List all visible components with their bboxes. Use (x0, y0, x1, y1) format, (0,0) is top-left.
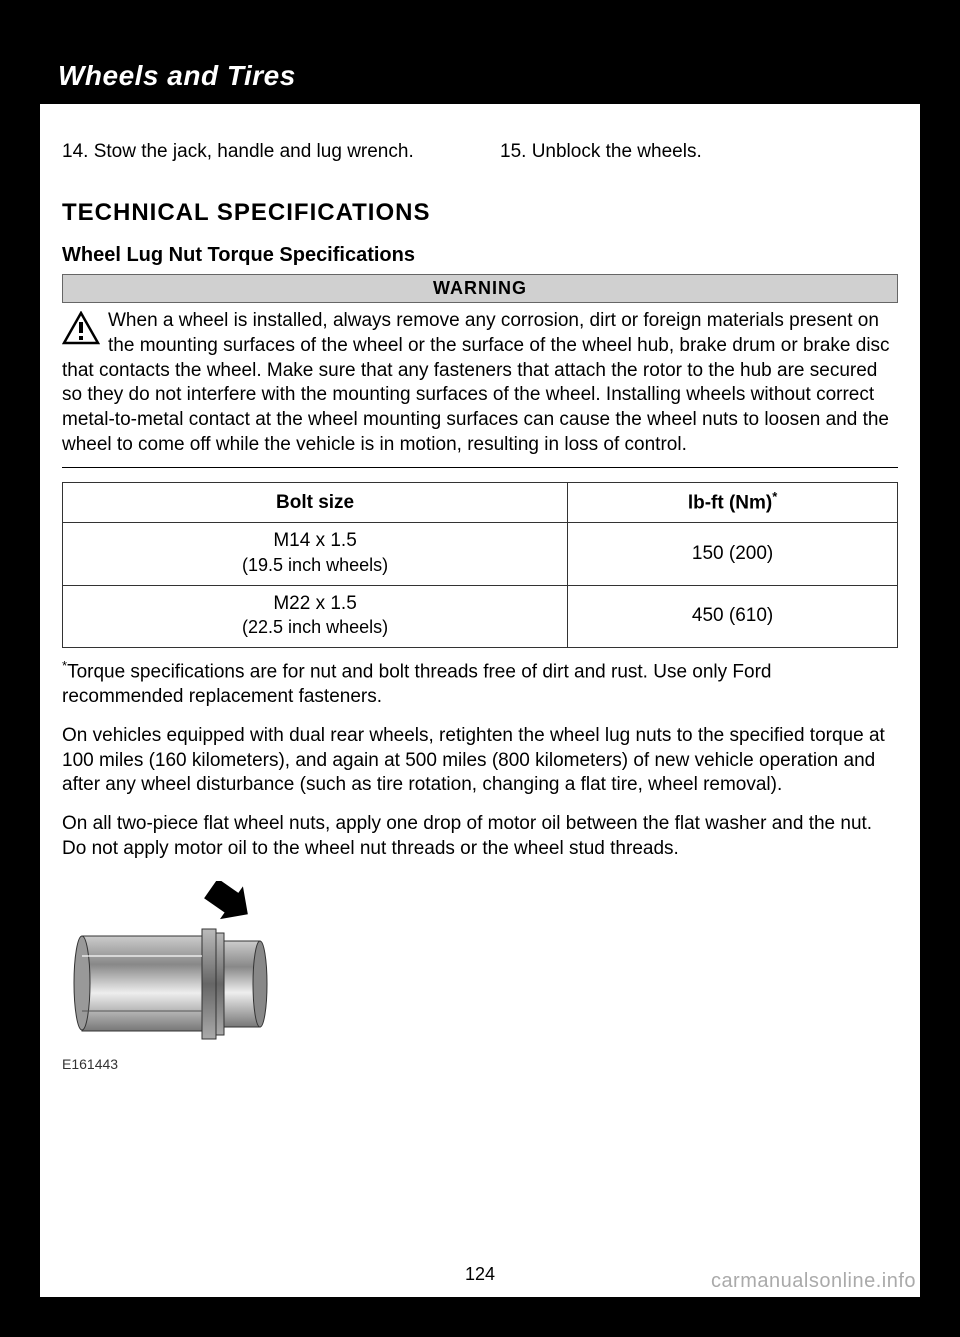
warning-triangle-icon (62, 311, 100, 345)
content-area: 14. Stow the jack, handle and lug wrench… (40, 112, 920, 1297)
footnote-star: * (772, 489, 777, 504)
step-14: 14. Stow the jack, handle and lug wrench… (62, 140, 460, 165)
step-15: 15. Unblock the wheels. (500, 140, 898, 165)
col-torque: lb-ft (Nm)* (568, 483, 898, 523)
warning-body: When a wheel is installed, always remove… (62, 303, 898, 468)
table-row: M22 x 1.5 (22.5 inch wheels) 450 (610) (63, 585, 898, 647)
col-bolt-size: Bolt size (63, 483, 568, 523)
warning-text: When a wheel is installed, always remove… (62, 310, 890, 454)
table-header-row: Bolt size lb-ft (Nm)* (63, 483, 898, 523)
torque-spec-table: Bolt size lb-ft (Nm)* M14 x 1.5 (19.5 in… (62, 482, 898, 648)
page-title: Wheels and Tires (58, 60, 296, 92)
watermark-text: carmanualsonline.info (711, 1270, 916, 1293)
subsection-heading: Wheel Lug Nut Torque Specifications (62, 242, 898, 268)
footnote-para: *Torque specifications are for nut and b… (62, 658, 898, 710)
section-heading: TECHNICAL SPECIFICATIONS (62, 197, 898, 228)
figure-label: E161443 (62, 1055, 898, 1073)
header-bar: Wheels and Tires (0, 0, 960, 104)
figure-block: E161443 (62, 881, 898, 1073)
table-row: M14 x 1.5 (19.5 inch wheels) 150 (200) (63, 523, 898, 585)
bolt-size-cell: M14 x 1.5 (19.5 inch wheels) (63, 523, 568, 585)
torque-cell: 150 (200) (568, 523, 898, 585)
warning-header: WARNING (62, 274, 898, 303)
bolt-size-cell: M22 x 1.5 (22.5 inch wheels) (63, 585, 568, 647)
steps-row: 14. Stow the jack, handle and lug wrench… (62, 140, 898, 165)
page-frame: Wheels and Tires 14. Stow the jack, hand… (0, 0, 960, 1337)
dual-wheel-para: On vehicles equipped with dual rear whee… (62, 724, 898, 798)
lug-nut-illustration (62, 881, 282, 1051)
oil-para: On all two-piece flat wheel nuts, apply … (62, 812, 898, 861)
torque-cell: 450 (610) (568, 585, 898, 647)
